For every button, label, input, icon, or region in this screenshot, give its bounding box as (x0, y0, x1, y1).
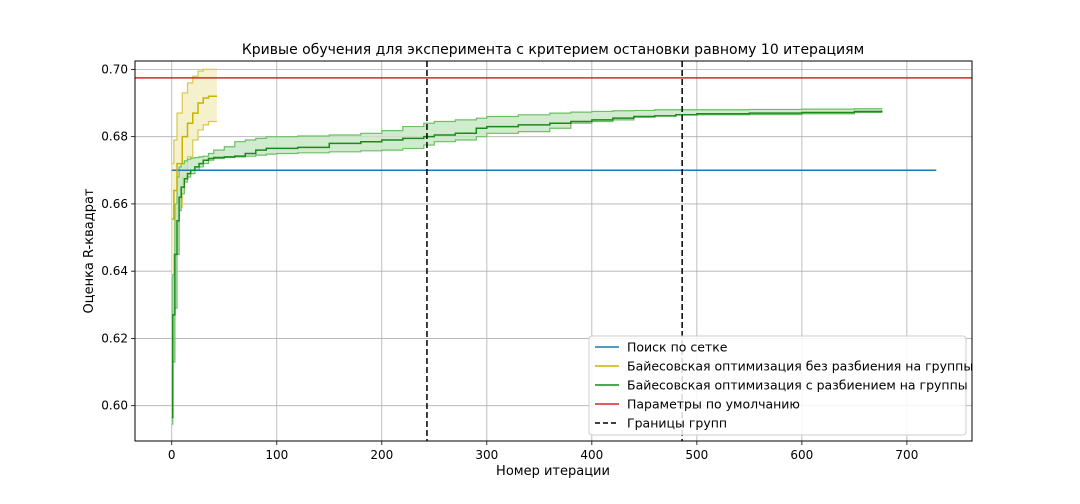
legend-box (588, 335, 967, 436)
line-bayes-no-groups (171, 95, 217, 220)
plot-frame (134, 60, 973, 442)
y-tick-label: 0.68 (101, 130, 128, 144)
axis-ticks: 0 100 200 300 400 500 600 700 0.60 0.62 0.64 0.66 0.… (101, 62, 918, 462)
x-tick-label: 200 (370, 448, 393, 462)
x-axis-title: Номер итерации (496, 464, 610, 479)
band-upper-bayes-no-groups (171, 68, 217, 165)
legend-label: Границы групп (627, 416, 727, 431)
line-bayes-with-groups (171, 110, 883, 419)
x-tick-label: 100 (265, 448, 288, 462)
x-tick-label: 400 (580, 448, 603, 462)
band-upper-bayes-with-groups (171, 108, 883, 412)
y-tick-label: 0.70 (101, 62, 128, 76)
legend-label: Параметры по умолчанию (627, 397, 800, 412)
legend-label: Поиск по сетке (627, 340, 728, 355)
chart-title: Кривые обучения для эксперимента с крите… (242, 42, 864, 58)
x-tick-label: 500 (685, 448, 708, 462)
x-tick-label: 600 (790, 448, 813, 462)
y-axis-title: Оценка R-квадрат (82, 188, 97, 313)
legend: Поиск по сетке Байесовская оптимизация бе… (588, 335, 973, 436)
y-tick-label: 0.62 (101, 331, 128, 345)
x-tick-label: 700 (895, 448, 918, 462)
series-lines (135, 61, 972, 441)
y-tick-label: 0.64 (101, 264, 128, 278)
x-tick-label: 0 (168, 448, 176, 462)
legend-label: Байесовская оптимизация без разбиения на… (627, 359, 973, 374)
x-tick-label: 300 (475, 448, 498, 462)
band-bayes-no-groups (171, 69, 217, 278)
y-tick-label: 0.60 (101, 399, 128, 413)
legend-label: Байесовская оптимизация с разбиением на … (627, 378, 968, 393)
y-tick-label: 0.66 (101, 197, 128, 211)
